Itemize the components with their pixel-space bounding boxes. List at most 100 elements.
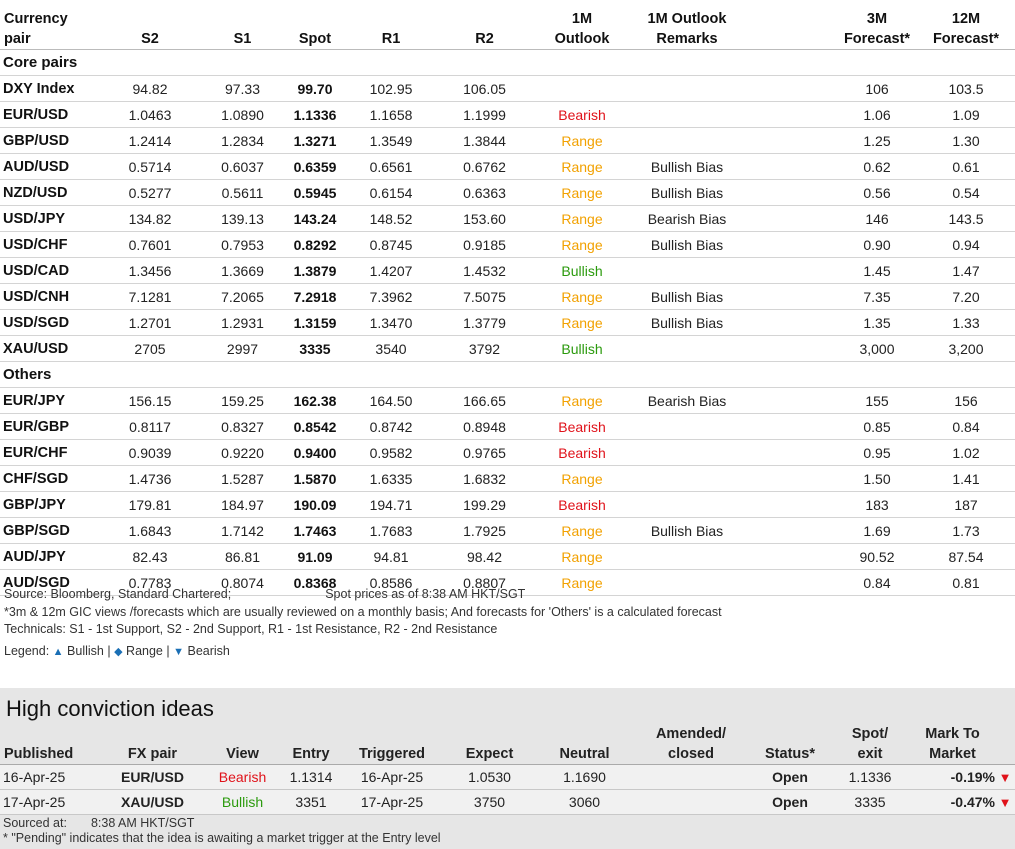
cell-s2: 0.7601 bbox=[100, 231, 200, 258]
hc-header-amended: Amended/closed bbox=[632, 722, 750, 765]
hc-footer: Sourced at: 8:38 AM HKT/SGT * "Pending" i… bbox=[3, 816, 441, 846]
cell-outlook: Range bbox=[532, 179, 632, 206]
cell-s1: 7.2065 bbox=[200, 283, 285, 310]
cell-spacer bbox=[742, 231, 837, 258]
high-conviction-title: High conviction ideas bbox=[6, 696, 214, 721]
hc-cell-pair: EUR/USD bbox=[100, 764, 205, 790]
cell-r2: 0.9185 bbox=[437, 231, 532, 258]
cell-12m-forecast: 1.09 bbox=[917, 101, 1015, 128]
cell-s2: 2705 bbox=[100, 335, 200, 362]
cell-outlook: Bullish bbox=[532, 335, 632, 362]
hc-cell-view: Bearish bbox=[205, 764, 280, 790]
cell-s1: 159.25 bbox=[200, 387, 285, 414]
cell-3m-forecast: 1.45 bbox=[837, 257, 917, 284]
hc-cell-pair: XAU/USD bbox=[100, 789, 205, 815]
hc-cell-status: Open bbox=[750, 789, 830, 815]
cell-outlook: Range bbox=[532, 387, 632, 414]
hc-row: 17-Apr-25 XAU/USD Bullish 3351 17-Apr-25 3750… bbox=[0, 789, 1015, 815]
cell-12m-forecast: 1.73 bbox=[917, 517, 1015, 544]
legend-separator: | bbox=[107, 643, 111, 658]
cell-spacer bbox=[742, 153, 837, 180]
table-header-row: Currency pair S2 S1 Spot R1 R2 1M Outlook … bbox=[0, 0, 1015, 50]
section-title: Core pairs bbox=[0, 49, 1015, 76]
header-3m-forecast: 3M Forecast* bbox=[837, 0, 917, 50]
cell-s2: 0.7783 bbox=[100, 569, 200, 596]
cell-s1: 0.8327 bbox=[200, 413, 285, 440]
cell-spacer bbox=[742, 465, 837, 492]
hc-row: 16-Apr-25 EUR/USD Bearish 1.1314 16-Apr-25 1.… bbox=[0, 764, 1015, 790]
cell-pair: GBP/SGD bbox=[0, 517, 100, 544]
cell-r2: 1.7925 bbox=[437, 517, 532, 544]
cell-s1: 1.3669 bbox=[200, 257, 285, 284]
hc-header-status: Status* bbox=[750, 722, 830, 765]
cell-spacer bbox=[742, 335, 837, 362]
section-title: Others bbox=[0, 361, 1015, 388]
header-s1: S1 bbox=[200, 0, 285, 50]
cell-spacer bbox=[742, 179, 837, 206]
cell-remarks: Bullish Bias bbox=[632, 283, 742, 310]
cell-spot: 0.8542 bbox=[285, 413, 345, 440]
hc-cell-mtm: -0.47% bbox=[910, 789, 995, 815]
cell-remarks: Bullish Bias bbox=[632, 517, 742, 544]
cell-12m-forecast: 1.33 bbox=[917, 309, 1015, 336]
cell-12m-forecast: 3,200 bbox=[917, 335, 1015, 362]
cell-r1: 1.4207 bbox=[345, 257, 437, 284]
table-row: DXY Index 94.82 97.33 99.70 102.95 106.05 106 1… bbox=[0, 75, 1015, 102]
sourced-at-line: Sourced at: 8:38 AM HKT/SGT bbox=[3, 816, 195, 830]
cell-3m-forecast: 0.84 bbox=[837, 569, 917, 596]
cell-r1: 1.3549 bbox=[345, 127, 437, 154]
cell-r1: 1.3470 bbox=[345, 309, 437, 336]
hc-cell-neutral: 3060 bbox=[537, 789, 632, 815]
section-row: Core pairs bbox=[0, 49, 1015, 76]
cell-s2: 179.81 bbox=[100, 491, 200, 518]
cell-remarks bbox=[632, 569, 742, 596]
cell-remarks bbox=[632, 127, 742, 154]
cell-pair: DXY Index bbox=[0, 75, 100, 102]
cell-spot: 1.7463 bbox=[285, 517, 345, 544]
cell-s1: 1.2834 bbox=[200, 127, 285, 154]
table-row: EUR/USD 1.0463 1.0890 1.1336 1.1658 1.1999 Bea… bbox=[0, 101, 1015, 128]
cell-pair: EUR/JPY bbox=[0, 387, 100, 414]
fx-forecast-table: Currency pair S2 S1 Spot R1 R2 1M Outlook … bbox=[0, 0, 1015, 596]
cell-remarks bbox=[632, 491, 742, 518]
cell-s2: 0.8117 bbox=[100, 413, 200, 440]
table-row: GBP/USD 1.2414 1.2834 1.3271 1.3549 1.3844 Ran… bbox=[0, 127, 1015, 154]
cell-r1: 0.8745 bbox=[345, 231, 437, 258]
cell-s1: 0.8074 bbox=[200, 569, 285, 596]
legend-range: Range bbox=[126, 643, 163, 658]
cell-3m-forecast: 1.50 bbox=[837, 465, 917, 492]
table-row: EUR/CHF 0.9039 0.9220 0.9400 0.9582 0.9765 Bea… bbox=[0, 439, 1015, 466]
cell-s1: 0.9220 bbox=[200, 439, 285, 466]
cell-3m-forecast: 146 bbox=[837, 205, 917, 232]
header-currency-pair: Currency pair bbox=[0, 0, 100, 50]
cell-remarks bbox=[632, 465, 742, 492]
cell-s1: 1.0890 bbox=[200, 101, 285, 128]
cell-spot: 1.3159 bbox=[285, 309, 345, 336]
hc-header-published: Published bbox=[0, 722, 100, 765]
forecast-note: *3m & 12m GIC views /forecasts which are… bbox=[4, 604, 722, 619]
cell-12m-forecast: 156 bbox=[917, 387, 1015, 414]
cell-outlook: Range bbox=[532, 517, 632, 544]
cell-outlook: Bearish bbox=[532, 413, 632, 440]
cell-remarks bbox=[632, 413, 742, 440]
cell-s2: 94.82 bbox=[100, 75, 200, 102]
cell-outlook: Range bbox=[532, 309, 632, 336]
legend-bearish: Bearish bbox=[187, 643, 230, 658]
hc-cell-neutral: 1.1690 bbox=[537, 764, 632, 790]
cell-3m-forecast: 155 bbox=[837, 387, 917, 414]
cell-spot: 1.3271 bbox=[285, 127, 345, 154]
cell-spacer bbox=[742, 283, 837, 310]
cell-s1: 0.5611 bbox=[200, 179, 285, 206]
cell-r1: 194.71 bbox=[345, 491, 437, 518]
table-row: AUD/USD 0.5714 0.6037 0.6359 0.6561 0.6762 Ran… bbox=[0, 153, 1015, 180]
cell-s2: 1.3456 bbox=[100, 257, 200, 284]
hc-cell-entry: 1.1314 bbox=[280, 764, 342, 790]
legend-bullish: Bullish bbox=[67, 643, 104, 658]
cell-remarks bbox=[632, 335, 742, 362]
cell-pair: USD/JPY bbox=[0, 205, 100, 232]
table-row: EUR/JPY 156.15 159.25 162.38 164.50 166.65 Ran… bbox=[0, 387, 1015, 414]
cell-outlook: Bullish bbox=[532, 257, 632, 284]
cell-outlook: Range bbox=[532, 465, 632, 492]
cell-outlook: Range bbox=[532, 231, 632, 258]
cell-remarks bbox=[632, 75, 742, 102]
